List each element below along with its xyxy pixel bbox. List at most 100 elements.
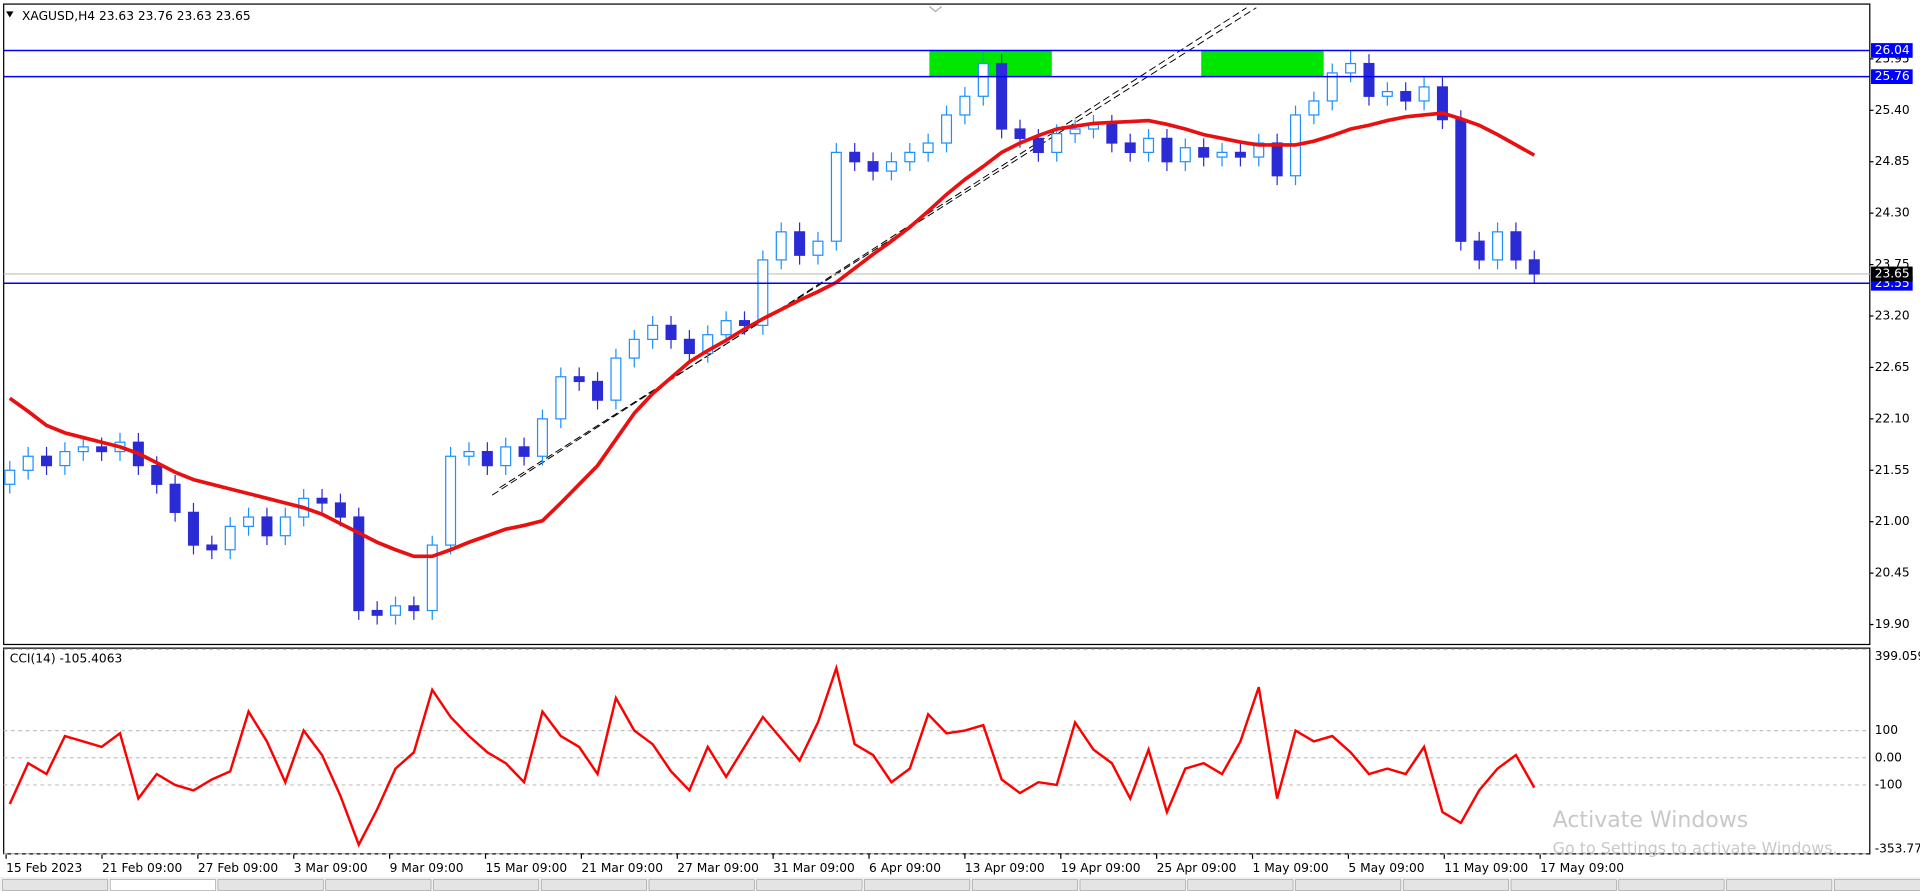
candle-body [206,544,218,551]
candle-body [849,151,861,163]
x-tick-label: 13 Apr 09:00 [965,861,1045,875]
candle-body [41,455,53,467]
x-tick-label: 27 Mar 09:00 [677,861,759,875]
watermark-title: Activate Windows [1553,808,1749,833]
candle-body [830,151,842,242]
y-tick-label: 24.30 [1875,206,1910,220]
price-panel [3,3,1871,646]
candle-body [1528,259,1540,275]
candle-body [1400,90,1412,102]
symbol-tab[interactable] [864,879,971,891]
candle-body [1179,147,1191,163]
level-label-box [1871,69,1913,84]
x-tick-label: 15 Feb 2023 [6,861,82,875]
symbol-tab[interactable] [2,879,109,891]
symbol-tab[interactable] [971,879,1078,891]
symbol-tab[interactable] [109,879,216,891]
moving-average [8,111,1536,559]
symbol-tab[interactable] [1079,879,1186,891]
candle-body [500,446,512,467]
y-tick-label: -100 [1875,777,1903,791]
symbol-tab[interactable] [1618,879,1725,891]
trend-line [491,7,1247,496]
candle-body [592,380,604,401]
y-tick-label: 399.059 [1875,649,1920,663]
candle-body [187,511,199,546]
candle-body [977,62,989,97]
candle-body [279,516,291,537]
candle-body [1106,123,1118,144]
x-tick-label: 25 Apr 09:00 [1157,861,1237,875]
symbol-tab[interactable] [1187,879,1294,891]
candle-body [22,455,34,471]
y-tick-label: 24.85 [1875,154,1910,168]
candle-body [555,376,567,420]
symbol-tab[interactable] [648,879,755,891]
candle-body [996,62,1008,130]
symbol-tab[interactable] [325,879,432,891]
candle-body [243,516,255,527]
candle-body [775,231,787,261]
bid-label: 23.65 [1875,266,1910,280]
candle-body [1326,72,1338,102]
symbol-tab[interactable] [433,879,540,891]
candle-body [445,455,457,546]
watermark-text: Go to Settings to activate Windows. [1553,838,1838,857]
x-tick-label: 17 May 09:00 [1540,861,1624,875]
x-tick-label: 21 Feb 09:00 [102,861,182,875]
x-tick-label: 31 Mar 09:00 [773,861,855,875]
level-label: 25.76 [1875,69,1910,83]
candle-body [794,231,806,256]
candle-body [224,525,236,551]
symbol-tab[interactable] [1833,879,1920,891]
candle-body [1253,142,1265,158]
candle-body [1308,100,1320,116]
x-tick-label: 3 Mar 09:00 [294,861,368,875]
candle-body [1032,137,1044,153]
level-label: 26.04 [1875,43,1910,57]
collapse-icon[interactable] [6,11,14,18]
candle-body [665,324,677,340]
candle-body [573,376,585,383]
level-label-box [1871,43,1913,58]
x-tick-label: 11 May 09:00 [1444,861,1528,875]
candle-body [1418,86,1430,102]
indicator-title: CCI(14) -105.4063 [10,652,123,666]
symbol-tab[interactable] [756,879,863,891]
y-tick-label: 25.40 [1875,103,1910,117]
y-tick-label: 0.00 [1875,750,1902,764]
candle-body [959,95,971,116]
symbol-tab[interactable] [1402,879,1509,891]
y-tick-label: 22.10 [1875,411,1910,425]
chart-title: XAGUSD,H4 23.63 23.76 23.63 23.65 [22,9,251,23]
y-tick-label: 100 [1875,723,1898,737]
x-tick-label: 9 Mar 09:00 [390,861,464,875]
trend-line [499,7,1257,489]
symbol-tab[interactable] [217,879,324,891]
candle-body [77,446,89,453]
candle-body [1198,147,1210,158]
candle-body [390,605,402,616]
candle-body [628,338,640,359]
symbol-tab[interactable] [540,879,647,891]
y-tick-label: 23.20 [1875,309,1910,323]
candle-body [1271,142,1283,177]
symbol-tab[interactable] [1726,879,1833,891]
y-tick-label: 21.55 [1875,463,1910,477]
x-tick-label: 6 Apr 09:00 [869,861,941,875]
candle-body [1161,137,1173,163]
symbol-tab[interactable] [1510,879,1617,891]
x-tick-label: 27 Feb 09:00 [198,861,278,875]
symbol-tab[interactable] [1295,879,1402,891]
candle-body [922,142,934,153]
cci-line [8,663,1536,848]
candle-body [408,605,420,612]
candle-body [463,450,475,457]
candle-body [885,161,897,172]
candle-body [518,446,530,457]
candle-body [1436,86,1448,121]
candle-body [941,114,953,144]
candle-body [610,357,622,401]
